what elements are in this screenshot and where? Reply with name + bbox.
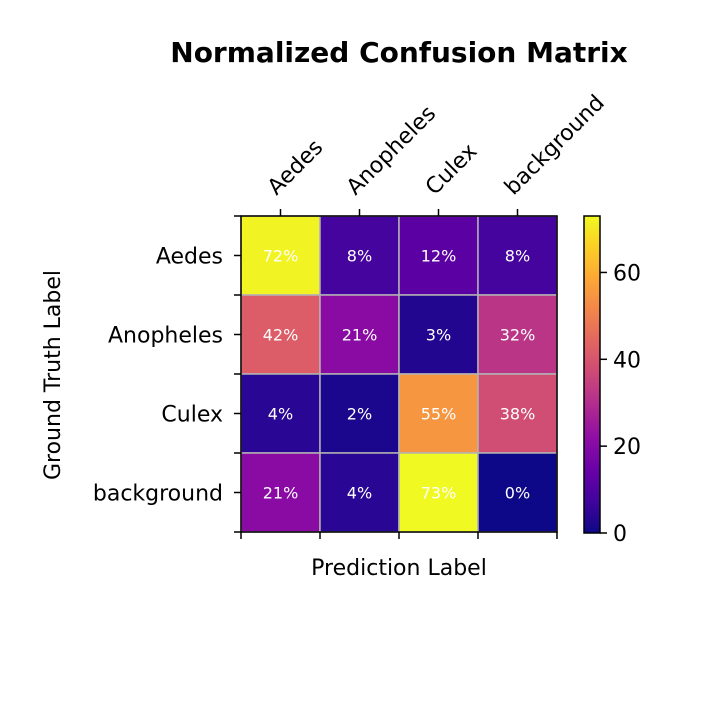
cell-label: 72% (263, 247, 299, 266)
cell-label: 21% (342, 326, 378, 345)
cell-label: 21% (263, 484, 299, 503)
colorbar-tick-label: 60 (613, 261, 641, 286)
x-axis-label: Prediction Label (311, 556, 487, 581)
colorbar-gradient (583, 215, 601, 534)
cell-label: 4% (268, 405, 293, 424)
cell-label: 3% (426, 326, 451, 345)
colorbar-tick-label: 20 (613, 435, 641, 460)
cell-label: 0% (505, 484, 530, 503)
cell-label: 4% (347, 484, 372, 503)
heatmap-cell-anopheles-background (477, 294, 558, 375)
heatmap-cell-background-background (477, 452, 558, 533)
x-tick-label-background: background (500, 91, 610, 201)
x-tick-label-aedes: Aedes (263, 135, 328, 200)
chart-title: Normalized Confusion Matrix (170, 36, 627, 69)
y-tick-label-background: background (93, 482, 223, 507)
y-tick-label-culex: Culex (161, 403, 223, 428)
cell-label: 42% (263, 326, 299, 345)
heatmap-cell-culex-background (477, 373, 558, 454)
x-tick-label-culex: Culex (421, 139, 482, 200)
y-tick-label-aedes: Aedes (156, 245, 223, 270)
colorbar-tick-label: 40 (613, 348, 641, 373)
heatmap-cells: 72% 8% 12% 8% 42% 21% 3% 32% 4% 2% 55% 38% 21% 4% 73% 0… (240, 215, 558, 533)
colorbar-tick-label: 0 (613, 522, 627, 547)
cell-label: 32% (500, 326, 536, 345)
cell-label: 2% (347, 405, 372, 424)
cell-label: 73% (421, 484, 457, 503)
cell-label: 12% (421, 247, 457, 266)
cell-label: 55% (421, 405, 457, 424)
heatmap-cell-culex-anopheles (319, 373, 400, 454)
cell-label: 8% (347, 247, 372, 266)
heatmap-cell-background-anopheles (319, 452, 400, 533)
y-axis-label: Ground Truth Label (41, 270, 66, 480)
colorbar: 0 20 40 60 (583, 215, 641, 547)
y-tick-label-anopheles: Anopheles (108, 324, 223, 349)
heatmap-cell-aedes-aedes (240, 215, 321, 296)
heatmap-cell-aedes-anopheles (319, 215, 400, 296)
heatmap-cell-anopheles-anopheles (319, 294, 400, 375)
cell-label: 8% (505, 247, 530, 266)
cell-label: 38% (500, 405, 536, 424)
